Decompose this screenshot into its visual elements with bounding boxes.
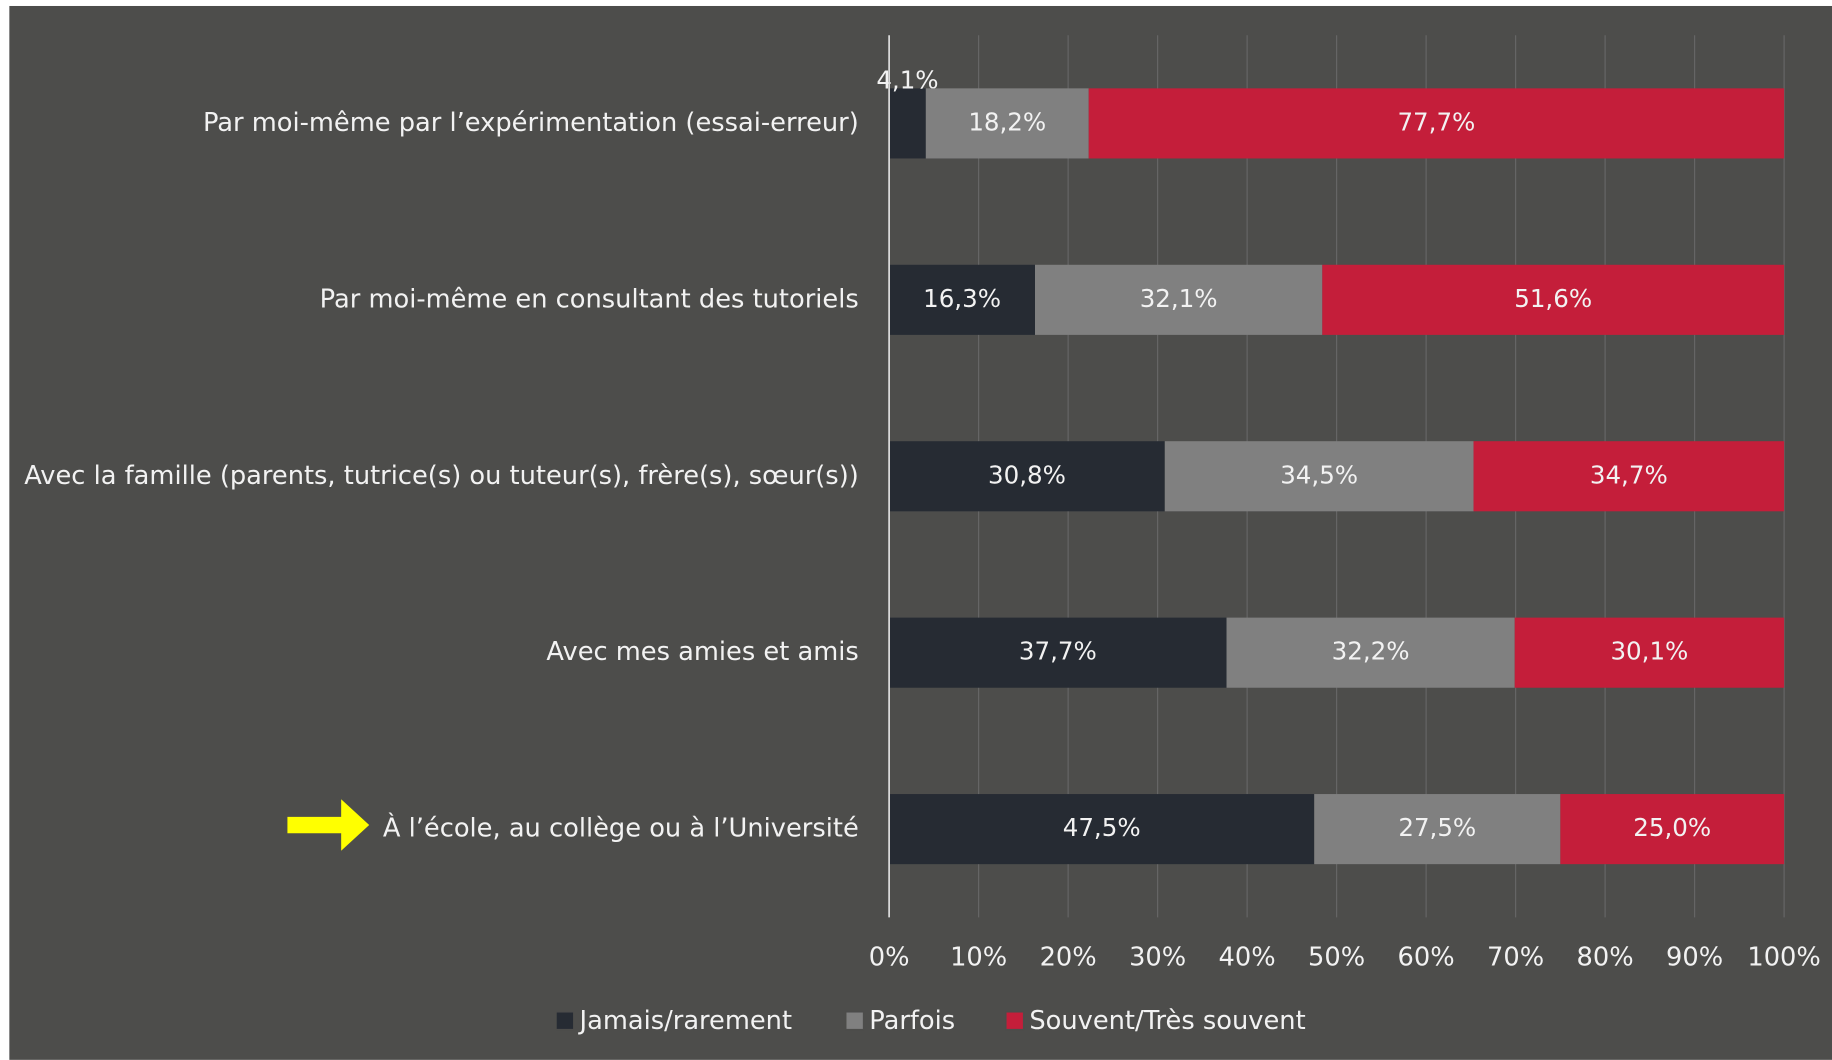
bar-segment xyxy=(1560,794,1785,865)
legend-swatch xyxy=(1005,1011,1025,1031)
x-tick-label: 60% xyxy=(1398,943,1455,973)
bar-segment xyxy=(889,794,1315,865)
data-label: 18,2% xyxy=(968,107,1046,136)
bar-segment xyxy=(889,88,926,159)
bar-segment xyxy=(1088,88,1785,159)
data-label: 16,3% xyxy=(923,284,1001,313)
bar-segment xyxy=(1314,794,1561,865)
data-label: 30,8% xyxy=(988,460,1066,489)
data-label: 34,7% xyxy=(1590,460,1668,489)
y-tick-label: Par moi-même par l’expérimentation (essa… xyxy=(203,108,859,138)
y-tick-label: Par moi-même en consultant des tutoriels xyxy=(320,284,859,314)
x-tick-label: 30% xyxy=(1129,943,1186,973)
data-label: 34,5% xyxy=(1280,460,1358,489)
bar-segment xyxy=(1164,441,1474,512)
legend-label: Jamais/rarement xyxy=(578,1006,793,1036)
bar-segment xyxy=(889,617,1227,688)
bar-segment xyxy=(1035,264,1323,335)
bar-segment xyxy=(925,88,1089,159)
legend-swatch xyxy=(555,1011,575,1031)
data-label: 77,7% xyxy=(1397,107,1475,136)
bar-segment xyxy=(889,264,1036,335)
x-tick-label: 40% xyxy=(1219,943,1276,973)
bar-segment xyxy=(1473,441,1785,512)
x-tick-label: 90% xyxy=(1666,943,1723,973)
data-label: 51,6% xyxy=(1514,284,1592,313)
bar-segment xyxy=(1514,617,1785,688)
data-label: 30,1% xyxy=(1610,637,1688,666)
bar-segment xyxy=(1226,617,1515,688)
y-tick-label: Avec la famille (parents, tutrice(s) ou … xyxy=(24,461,859,491)
data-label: 37,7% xyxy=(1019,637,1097,666)
x-tick-label: 10% xyxy=(950,943,1007,973)
y-tick-label: À l’école, au collège ou à l’Université xyxy=(383,812,859,844)
legend-label: Souvent/Très souvent xyxy=(1029,1006,1305,1036)
x-tick-label: 100% xyxy=(1747,943,1820,973)
x-tick-label: 0% xyxy=(869,943,910,973)
legend-swatch xyxy=(845,1011,865,1031)
x-tick-label: 50% xyxy=(1308,943,1365,973)
chart-background xyxy=(9,5,1832,1060)
x-tick-label: 70% xyxy=(1487,943,1544,973)
bar-segment xyxy=(1322,264,1785,335)
data-label: 32,1% xyxy=(1140,284,1218,313)
data-label: 25,0% xyxy=(1633,813,1711,842)
bar-segment xyxy=(889,441,1165,512)
data-label: 32,2% xyxy=(1332,637,1410,666)
x-tick-label: 80% xyxy=(1577,943,1634,973)
x-tick-label: 20% xyxy=(1040,943,1097,973)
data-label: 47,5% xyxy=(1063,813,1141,842)
legend-label: Parfois xyxy=(869,1006,955,1036)
y-tick-label: Avec mes amies et amis xyxy=(546,637,858,667)
data-label: 27,5% xyxy=(1398,813,1476,842)
highlight-arrow xyxy=(287,799,370,851)
